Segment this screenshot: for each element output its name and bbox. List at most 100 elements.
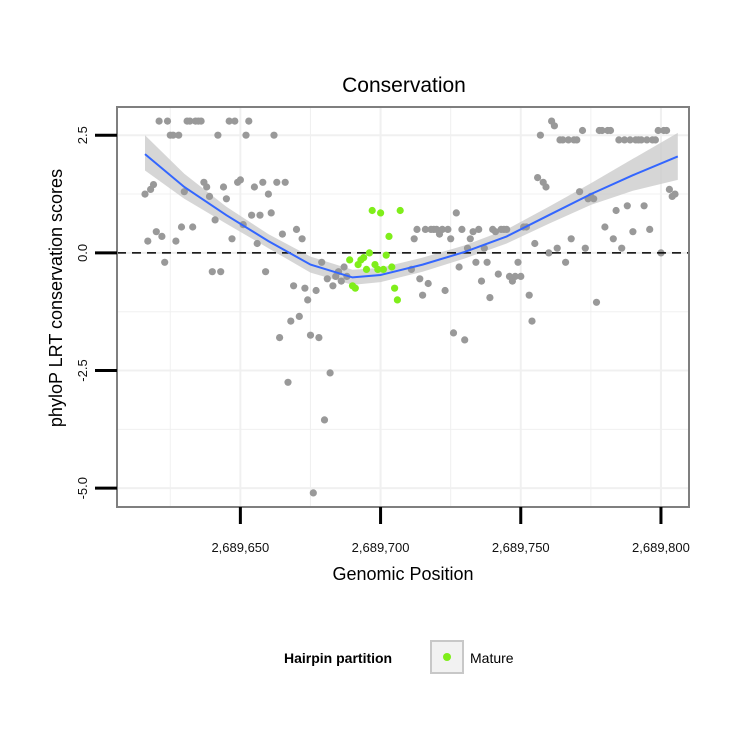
data-point-other <box>643 136 651 144</box>
data-point-other <box>550 122 559 130</box>
data-point-other <box>534 174 542 182</box>
x-tick-label: 2,689,800 <box>632 540 690 555</box>
data-point-mature <box>374 265 382 273</box>
data-point-other <box>304 296 312 304</box>
data-point-other <box>189 223 197 231</box>
x-tick-label: 2,689,750 <box>492 540 550 555</box>
data-point-other <box>637 136 645 144</box>
data-point-other <box>413 225 421 233</box>
data-point-other <box>654 126 662 135</box>
data-point-other <box>564 136 573 144</box>
data-point-other <box>455 263 463 271</box>
data-point-other <box>323 275 331 283</box>
data-point-other <box>278 230 286 238</box>
data-point-other <box>651 136 660 144</box>
y-tick-label: 2.5 <box>75 126 90 144</box>
data-point-other <box>528 317 536 325</box>
data-point-other <box>612 206 620 215</box>
data-point-other <box>663 126 671 135</box>
data-point-mature <box>351 284 359 292</box>
data-point-other <box>340 263 348 271</box>
data-point-other <box>318 258 326 266</box>
data-point-other <box>177 223 186 231</box>
data-point-other <box>562 258 570 266</box>
data-point-mature <box>368 206 376 215</box>
data-point-other <box>536 131 545 139</box>
data-point-other <box>559 136 567 144</box>
data-point-other <box>175 131 183 139</box>
data-point-mature <box>379 265 387 273</box>
data-point-other <box>298 235 306 243</box>
data-point-other <box>646 225 654 233</box>
data-point-other <box>222 195 230 203</box>
data-point-other <box>424 279 432 288</box>
data-point-other <box>531 239 539 248</box>
data-point-other <box>449 329 458 337</box>
data-point-mature <box>365 249 373 257</box>
data-point-other <box>180 188 188 196</box>
data-point-other <box>267 209 275 217</box>
x-tick-label: 2,689,700 <box>352 540 410 555</box>
data-point-other <box>155 117 163 125</box>
data-point-other <box>447 235 455 243</box>
data-point-other <box>438 225 446 233</box>
y-axis: -5.0 -2.5 0.0 2.5 <box>75 126 117 499</box>
data-point-other <box>671 190 679 198</box>
data-point-other <box>623 202 631 210</box>
y-axis-title: phyloP LRT conservation scores <box>46 169 66 427</box>
data-point-mature <box>362 265 371 273</box>
x-axis: 2,689,650 2,689,700 2,689,750 2,689,800 <box>211 507 690 555</box>
data-point-other <box>480 244 488 252</box>
data-point-other <box>525 291 533 299</box>
data-point-other <box>242 131 250 139</box>
data-point-other <box>578 126 587 135</box>
data-point-other <box>306 331 315 339</box>
legend: Hairpin partition Mature <box>284 640 514 674</box>
data-point-other <box>141 190 149 198</box>
data-point-other <box>590 195 598 203</box>
data-point-other <box>284 378 292 386</box>
data-point-other <box>337 277 345 285</box>
data-point-other <box>416 275 424 283</box>
legend-title: Hairpin partition <box>284 650 392 666</box>
data-point-other <box>309 489 317 497</box>
data-point-other <box>514 258 522 266</box>
data-point-other <box>287 317 295 325</box>
data-point-mature <box>377 209 385 217</box>
data-point-other <box>441 286 449 295</box>
data-point-other <box>475 225 483 233</box>
data-point-other <box>573 136 581 144</box>
data-point-other <box>458 225 466 233</box>
data-point-other <box>640 202 648 210</box>
data-point-mature <box>391 284 399 292</box>
data-point-other <box>245 117 253 125</box>
data-point-other <box>618 244 626 252</box>
data-point-other <box>421 225 429 233</box>
data-point-other <box>186 117 194 125</box>
data-point-other <box>149 181 158 189</box>
data-point-other <box>250 183 258 191</box>
data-point-mature <box>382 251 390 259</box>
y-tick-label: -5.0 <box>75 477 90 499</box>
data-point-other <box>606 126 615 135</box>
data-point-other <box>273 178 281 186</box>
smooth-trend-line <box>144 153 679 279</box>
data-point-other <box>444 225 452 233</box>
data-point-other <box>466 235 474 243</box>
data-point-other <box>248 211 256 219</box>
data-point-other <box>211 216 219 224</box>
data-point-other <box>609 235 617 243</box>
data-point-mature <box>346 256 354 264</box>
data-point-other <box>253 239 261 248</box>
data-point-other <box>163 117 172 125</box>
data-point-other <box>152 228 160 236</box>
data-point-other <box>576 188 584 196</box>
data-point-other <box>567 235 575 243</box>
data-point-mature <box>388 263 396 271</box>
panel-background <box>117 107 689 507</box>
data-point-other <box>295 312 303 320</box>
x-tick-label: 2,689,650 <box>211 540 269 555</box>
data-point-other <box>469 228 477 236</box>
data-point-other <box>581 244 589 252</box>
